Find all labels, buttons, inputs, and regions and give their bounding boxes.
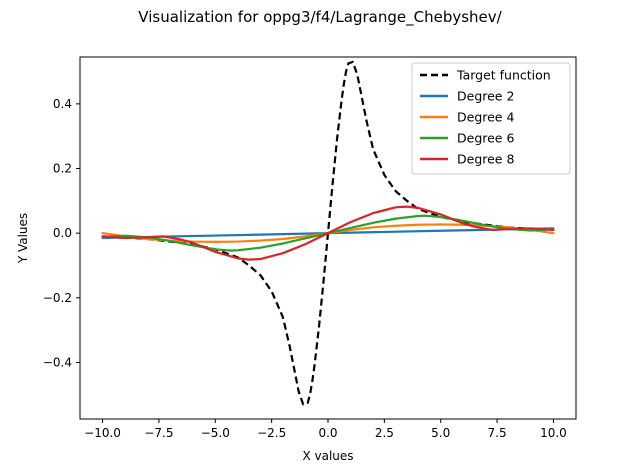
y-tick-label: −0.4	[43, 355, 72, 369]
chart-title: Visualization for oppg3/f4/Lagrange_Cheb…	[138, 8, 502, 27]
legend-label-target-function: Target function	[456, 68, 551, 83]
x-tick-label: −10.0	[84, 426, 121, 440]
series-lines	[101, 60, 555, 406]
legend-label-degree-2: Degree 2	[457, 89, 514, 104]
x-tick-label: −2.5	[257, 426, 286, 440]
x-tick-label: 10.0	[540, 426, 567, 440]
legend-label-degree-4: Degree 4	[457, 110, 514, 125]
legend-box	[411, 62, 571, 175]
series-line-degree-8	[101, 205, 555, 261]
x-tick-label: 5.0	[431, 426, 450, 440]
legend-label-degree-8: Degree 8	[457, 152, 514, 167]
y-tick-label: 0.0	[53, 226, 72, 240]
x-tick-label: 7.5	[488, 426, 507, 440]
y-tick-label: −0.2	[43, 291, 72, 305]
x-tick-label: −7.5	[144, 426, 173, 440]
x-tick-label: −5.0	[201, 426, 230, 440]
x-tick-label: 2.5	[375, 426, 394, 440]
y-tick-label: 0.4	[53, 97, 72, 111]
x-axis-label: X values	[302, 449, 353, 463]
y-axis-ticks: −0.4 −0.2 0.0 0.2 0.4	[43, 97, 80, 369]
x-axis-ticks: −10.0 −7.5 −5.0 −2.5 0.0 2.5 5.0 7.5 10.0	[84, 419, 567, 440]
legend: Target function Degree 2 Degree 4 Degree 6 D…	[411, 62, 571, 175]
x-tick-label: 0.0	[318, 426, 337, 440]
y-tick-label: 0.2	[53, 162, 72, 176]
y-axis-label: Y Values	[16, 213, 30, 264]
legend-label-degree-6: Degree 6	[457, 131, 514, 146]
